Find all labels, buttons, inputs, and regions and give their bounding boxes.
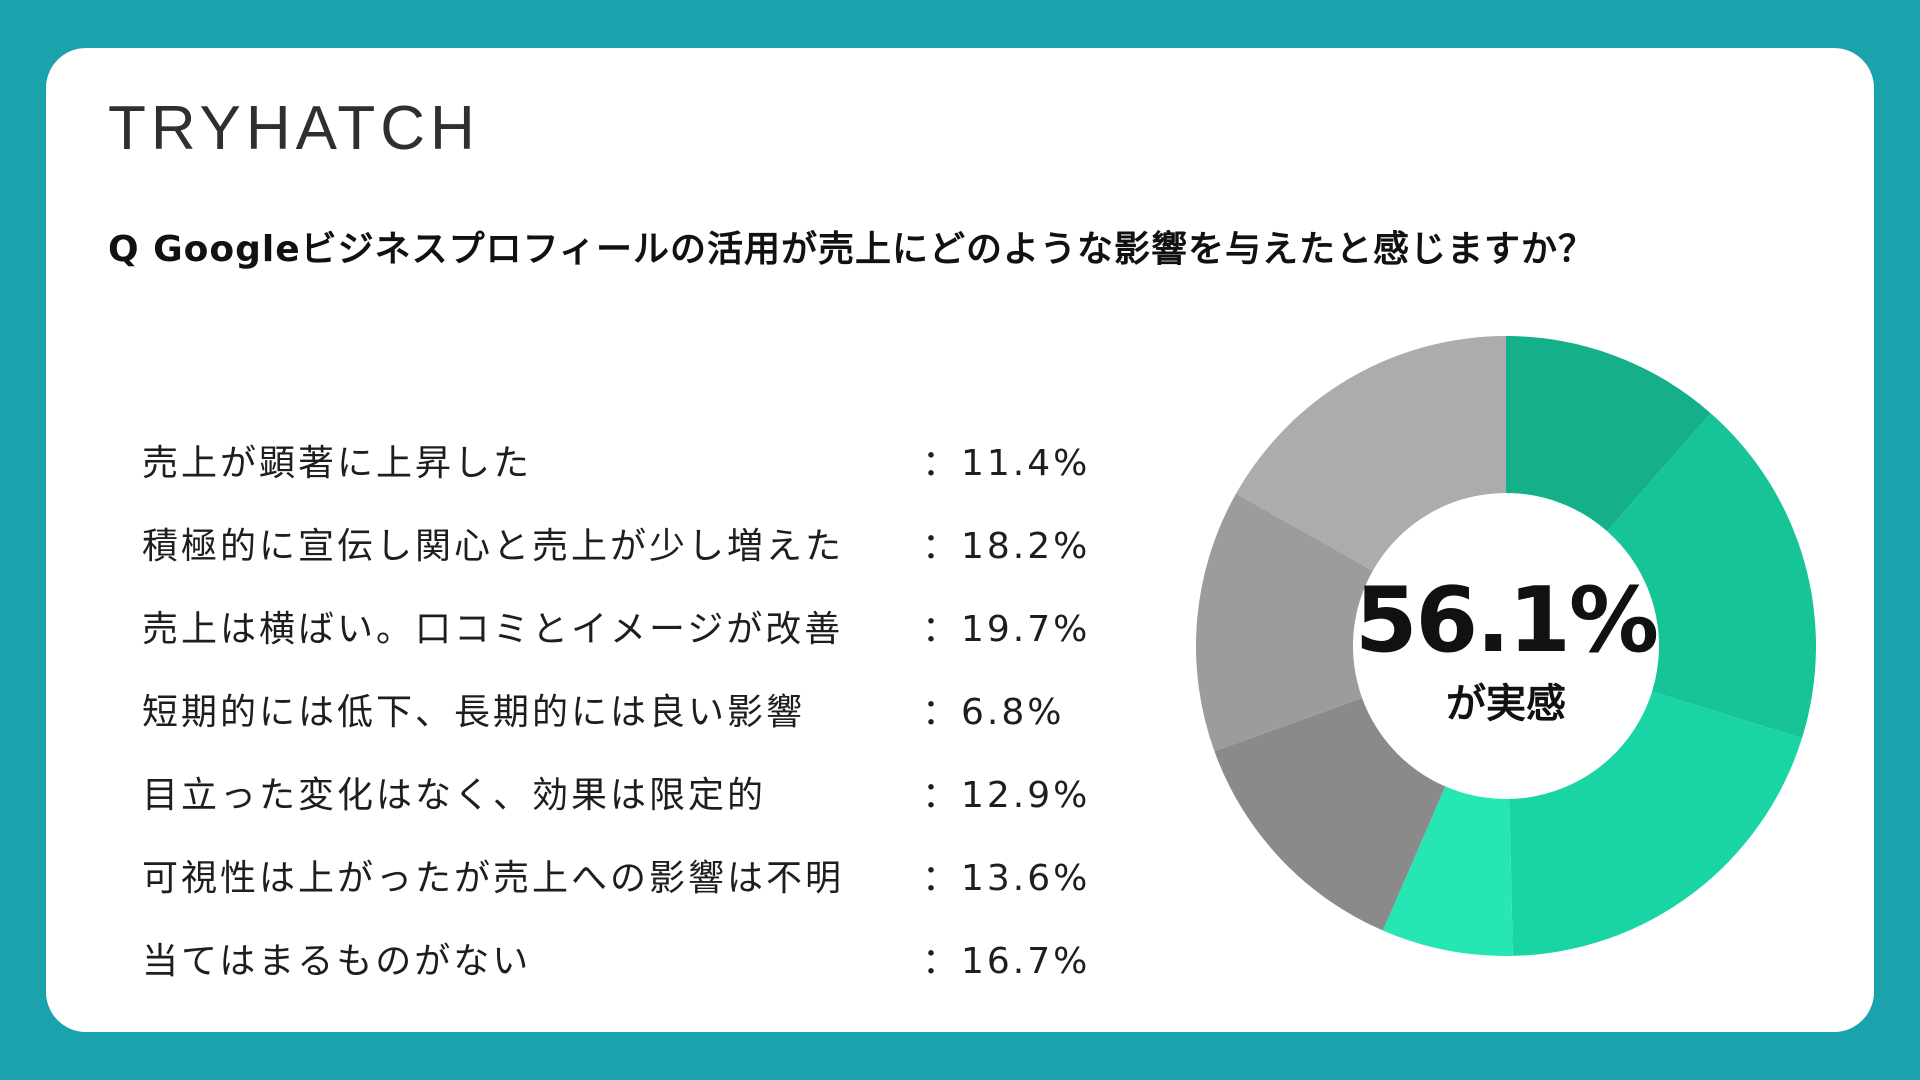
answer-value: ：6.8% xyxy=(922,692,1065,733)
answer-row: 売上は横ばい。口コミとイメージが改善 ：19.7% xyxy=(142,600,1152,683)
answer-row: 短期的には低下、長期的には良い影響 ：6.8% xyxy=(142,683,1152,766)
content-card: TRYHATCH Q Googleビジネスプロフィールの活用が売上にどのような影… xyxy=(46,48,1874,1032)
answer-value: ：11.4% xyxy=(922,443,1091,484)
donut-slice-6 xyxy=(1196,493,1373,752)
answer-row: 売上が顕著に上昇した ：11.4% xyxy=(142,434,1152,517)
answer-value: ：13.6% xyxy=(922,858,1091,899)
answer-label: 積極的に宣伝し関心と売上が少し増えた xyxy=(142,526,845,567)
answer-label: 当てはまるものがない xyxy=(142,941,532,982)
answer-row: 目立った変化はなく、効果は限定的 ：12.9% xyxy=(142,766,1152,849)
answer-list: 売上が顕著に上昇した ：11.4% 積極的に宣伝し関心と売上が少し増えた ：18… xyxy=(142,434,1152,1015)
donut-chart: 56.1% が実感 xyxy=(1196,336,1816,956)
answer-value: ：18.2% xyxy=(922,526,1091,567)
answer-label: 目立った変化はなく、効果は限定的 xyxy=(142,775,767,816)
answer-label: 売上が顕著に上昇した xyxy=(142,443,533,484)
answer-value: ：19.7% xyxy=(922,609,1091,650)
donut-slice-4 xyxy=(1382,786,1513,956)
answer-value: ：16.7% xyxy=(922,941,1091,982)
donut-center-caption: が実感 xyxy=(1446,681,1566,727)
answer-row: 積極的に宣伝し関心と売上が少し増えた ：18.2% xyxy=(142,517,1152,600)
brand-logo: TRYHATCH xyxy=(108,94,480,163)
answer-value: ：12.9% xyxy=(922,775,1091,816)
donut-slice-5 xyxy=(1214,697,1446,931)
answer-label: 可視性は上がったが売上への影響は不明 xyxy=(142,858,845,899)
answer-row: 可視性は上がったが売上への影響は不明 ：13.6% xyxy=(142,849,1152,932)
answer-label: 短期的には低下、長期的には良い影響 xyxy=(142,692,806,733)
answer-row: 当てはまるものがない ：16.7% xyxy=(142,932,1152,1015)
answer-label: 売上は横ばい。口コミとイメージが改善 xyxy=(142,609,844,650)
donut-slice-2 xyxy=(1607,413,1816,739)
donut-center-value: 56.1% xyxy=(1354,568,1659,673)
donut-slice-7 xyxy=(1236,336,1506,571)
donut-slice-3 xyxy=(1509,691,1802,956)
donut-slice-1 xyxy=(1506,336,1711,532)
survey-question: Q Googleビジネスプロフィールの活用が売上にどのような影響を与えたと感じま… xyxy=(108,229,1595,270)
donut-svg xyxy=(1196,336,1816,956)
